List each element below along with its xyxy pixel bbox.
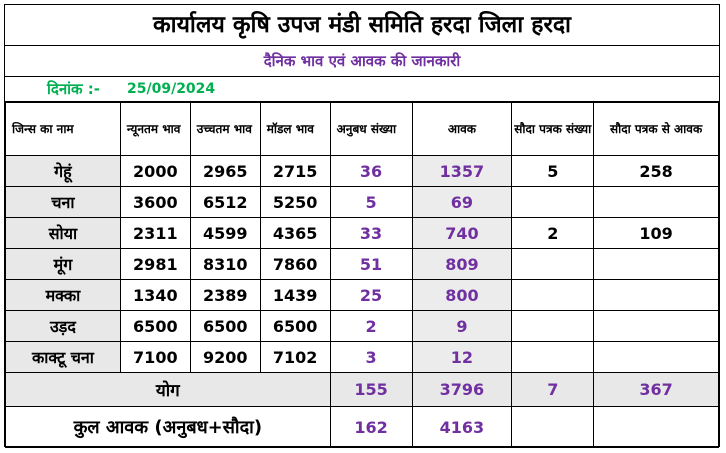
rates-table: जिन्स का नाम न्यूनतम भाव उच्चतम भाव मॉडल… (5, 102, 719, 448)
sauda-aavak (593, 248, 719, 280)
min-price: 2311 (119, 217, 191, 249)
sauda-aavak (593, 310, 719, 342)
sauda-aavak (593, 279, 719, 311)
min-price: 7100 (119, 341, 191, 373)
table-row: मक्का 1340 2389 1439 25 800 (5, 279, 719, 311)
col-header-model: मॉडल भाव (259, 102, 331, 156)
table-row: उड़द 6500 6500 6500 2 9 (5, 310, 719, 342)
model-price: 2715 (259, 155, 331, 187)
sauda-aavak: 109 (593, 217, 719, 249)
sauda-sankhya (511, 186, 595, 218)
page-title: कार्यालय कृषि उपज मंडी समिति हरदा जिला ह… (5, 5, 719, 46)
col-header-sauda-sankhya: सौदा पत्रक संख्या (511, 102, 595, 156)
col-header-max: उच्चतम भाव (189, 102, 261, 156)
max-price: 4599 (189, 217, 261, 249)
total-row: योग 155 3796 7 367 (5, 372, 719, 407)
col-header-min: न्यूनतम भाव (119, 102, 191, 156)
min-price: 1340 (119, 279, 191, 311)
total-sauda-sankhya: 7 (511, 372, 595, 407)
grand-total-empty-2 (593, 406, 719, 448)
commodity-name: उड़द (5, 310, 121, 342)
date-row: दिनांक :- 25/09/2024 (5, 77, 719, 102)
aavak-value: 12 (411, 341, 513, 373)
anubandh-count: 36 (329, 155, 413, 187)
aavak-value: 69 (411, 186, 513, 218)
commodity-name: काक्टू चना (5, 341, 121, 373)
sauda-aavak: 258 (593, 155, 719, 187)
aavak-value: 809 (411, 248, 513, 280)
sauda-sankhya (511, 279, 595, 311)
rate-sheet: कार्यालय कृषि उपज मंडी समिति हरदा जिला ह… (4, 4, 720, 448)
col-header-aavak: आवक (411, 102, 513, 156)
max-price: 6500 (189, 310, 261, 342)
model-price: 4365 (259, 217, 331, 249)
sauda-aavak (593, 341, 719, 373)
min-price: 2981 (119, 248, 191, 280)
commodity-name: चना (5, 186, 121, 218)
anubandh-count: 3 (329, 341, 413, 373)
total-anubandh: 155 (329, 372, 413, 407)
aavak-value: 800 (411, 279, 513, 311)
grand-total-row: कुल आवक (अनुबध+सौदा) 162 4163 (5, 406, 719, 448)
anubandh-count: 25 (329, 279, 413, 311)
total-label: योग (5, 372, 331, 407)
table-row: काक्टू चना 7100 9200 7102 3 12 (5, 341, 719, 373)
model-price: 5250 (259, 186, 331, 218)
anubandh-count: 33 (329, 217, 413, 249)
aavak-value: 9 (411, 310, 513, 342)
table-header-row: जिन्स का नाम न्यूनतम भाव उच्चतम भाव मॉडल… (5, 102, 719, 156)
model-price: 7102 (259, 341, 331, 373)
max-price: 9200 (189, 341, 261, 373)
table-row: गेहूं 2000 2965 2715 36 1357 5 258 (5, 155, 719, 187)
sauda-sankhya: 2 (511, 217, 595, 249)
min-price: 2000 (119, 155, 191, 187)
aavak-value: 740 (411, 217, 513, 249)
commodity-name: मक्का (5, 279, 121, 311)
commodity-name: मूंग (5, 248, 121, 280)
col-header-anubandh: अनुबध संख्या (329, 102, 413, 156)
anubandh-count: 2 (329, 310, 413, 342)
aavak-value: 1357 (411, 155, 513, 187)
min-price: 3600 (119, 186, 191, 218)
page-subtitle: दैनिक भाव एवं आवक की जानकारी (5, 46, 719, 77)
date-value: 25/09/2024 (127, 81, 216, 97)
total-sauda-aavak: 367 (593, 372, 719, 407)
commodity-name: सोया (5, 217, 121, 249)
model-price: 7860 (259, 248, 331, 280)
max-price: 2965 (189, 155, 261, 187)
sauda-sankhya (511, 310, 595, 342)
commodity-name: गेहूं (5, 155, 121, 187)
max-price: 2389 (189, 279, 261, 311)
col-header-sauda-aavak: सौदा पत्रक से आवक (593, 102, 719, 156)
date-label: दिनांक :- (47, 80, 101, 98)
anubandh-count: 51 (329, 248, 413, 280)
anubandh-count: 5 (329, 186, 413, 218)
grand-total-aavak: 4163 (411, 406, 513, 448)
table-row: चना 3600 6512 5250 5 69 (5, 186, 719, 218)
sauda-sankhya (511, 248, 595, 280)
min-price: 6500 (119, 310, 191, 342)
table-row: सोया 2311 4599 4365 33 740 2 109 (5, 217, 719, 249)
grand-total-empty-1 (511, 406, 595, 448)
total-aavak: 3796 (411, 372, 513, 407)
table-row: मूंग 2981 8310 7860 51 809 (5, 248, 719, 280)
grand-total-anubandh: 162 (329, 406, 413, 448)
sauda-sankhya: 5 (511, 155, 595, 187)
model-price: 6500 (259, 310, 331, 342)
sauda-aavak (593, 186, 719, 218)
sauda-sankhya (511, 341, 595, 373)
model-price: 1439 (259, 279, 331, 311)
max-price: 8310 (189, 248, 261, 280)
grand-total-label: कुल आवक (अनुबध+सौदा) (5, 406, 331, 448)
col-header-commodity: जिन्स का नाम (5, 102, 121, 156)
max-price: 6512 (189, 186, 261, 218)
